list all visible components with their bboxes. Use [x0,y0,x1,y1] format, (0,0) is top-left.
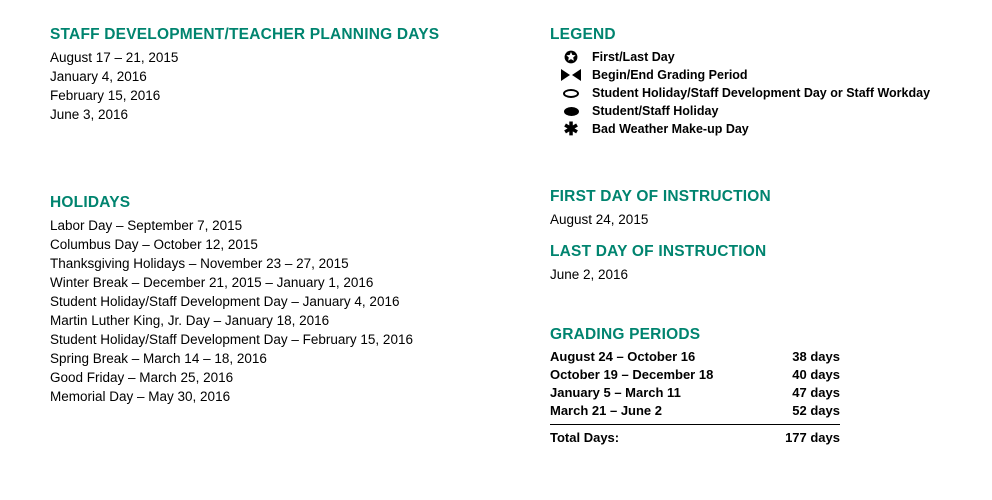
grading-period-row: October 19 – December 18 40 days [550,366,942,384]
star-icon [550,50,592,64]
last-day-value: June 2, 2016 [550,265,942,284]
grading-range: August 24 – October 16 [550,348,760,366]
legend-row: ✱ Bad Weather Make-up Day [550,120,942,138]
grading-range: October 19 – December 18 [550,366,760,384]
holiday-item: Student Holiday/Staff Development Day – … [50,292,550,311]
holiday-item: Labor Day – September 7, 2015 [50,216,550,235]
staff-dev-item: February 15, 2016 [50,86,550,105]
grading-total-value: 177 days [760,429,840,447]
legend-label: Student Holiday/Staff Development Day or… [592,84,942,102]
legend-row: Begin/End Grading Period [550,66,942,84]
grading-range: January 5 – March 11 [550,384,760,402]
holiday-item: Columbus Day – October 12, 2015 [50,235,550,254]
holiday-item: Memorial Day – May 30, 2016 [50,387,550,406]
grading-total-label: Total Days: [550,429,760,447]
first-day-heading: FIRST DAY OF INSTRUCTION [550,188,942,206]
first-day-value: August 24, 2015 [550,210,942,229]
left-column: STAFF DEVELOPMENT/TEACHER PLANNING DAYS … [50,26,550,480]
grading-total-rule [550,424,840,425]
holiday-item: Winter Break – December 21, 2015 – Janua… [50,273,550,292]
calendar-info-page: STAFF DEVELOPMENT/TEACHER PLANNING DAYS … [0,0,992,500]
grading-days: 47 days [760,384,840,402]
staff-dev-item: June 3, 2016 [50,105,550,124]
grading-total-row: Total Days: 177 days [550,429,942,447]
solid-oval-icon [550,107,592,116]
right-column: LEGEND First/Last Day Begin/End Grading … [550,26,942,480]
holidays-heading: HOLIDAYS [50,194,550,212]
holiday-item: Thanksgiving Holidays – November 23 – 27… [50,254,550,273]
grading-range: March 21 – June 2 [550,402,760,420]
legend-label: Begin/End Grading Period [592,66,942,84]
legend-label: First/Last Day [592,48,942,66]
grading-days: 38 days [760,348,840,366]
legend-label: Student/Staff Holiday [592,102,942,120]
grading-period-row: January 5 – March 11 47 days [550,384,942,402]
holiday-item: Spring Break – March 14 – 18, 2016 [50,349,550,368]
grading-period-row: March 21 – June 2 52 days [550,402,942,420]
grading-days: 40 days [760,366,840,384]
holiday-item: Martin Luther King, Jr. Day – January 18… [50,311,550,330]
staff-dev-item: January 4, 2016 [50,67,550,86]
legend-row: First/Last Day [550,48,942,66]
grading-periods-heading: GRADING PERIODS [550,326,942,344]
grading-days: 52 days [760,402,840,420]
triangles-icon [550,69,592,81]
holiday-item: Student Holiday/Staff Development Day – … [50,330,550,349]
grading-period-row: August 24 – October 16 38 days [550,348,942,366]
hollow-oval-icon [550,89,592,98]
legend-row: Student/Staff Holiday [550,102,942,120]
last-day-heading: LAST DAY OF INSTRUCTION [550,243,942,261]
asterisk-icon: ✱ [550,123,592,135]
legend-heading: LEGEND [550,26,942,44]
legend-label: Bad Weather Make-up Day [592,120,942,138]
legend-row: Student Holiday/Staff Development Day or… [550,84,942,102]
holiday-item: Good Friday – March 25, 2016 [50,368,550,387]
staff-dev-heading: STAFF DEVELOPMENT/TEACHER PLANNING DAYS [50,26,550,44]
staff-dev-item: August 17 – 21, 2015 [50,48,550,67]
